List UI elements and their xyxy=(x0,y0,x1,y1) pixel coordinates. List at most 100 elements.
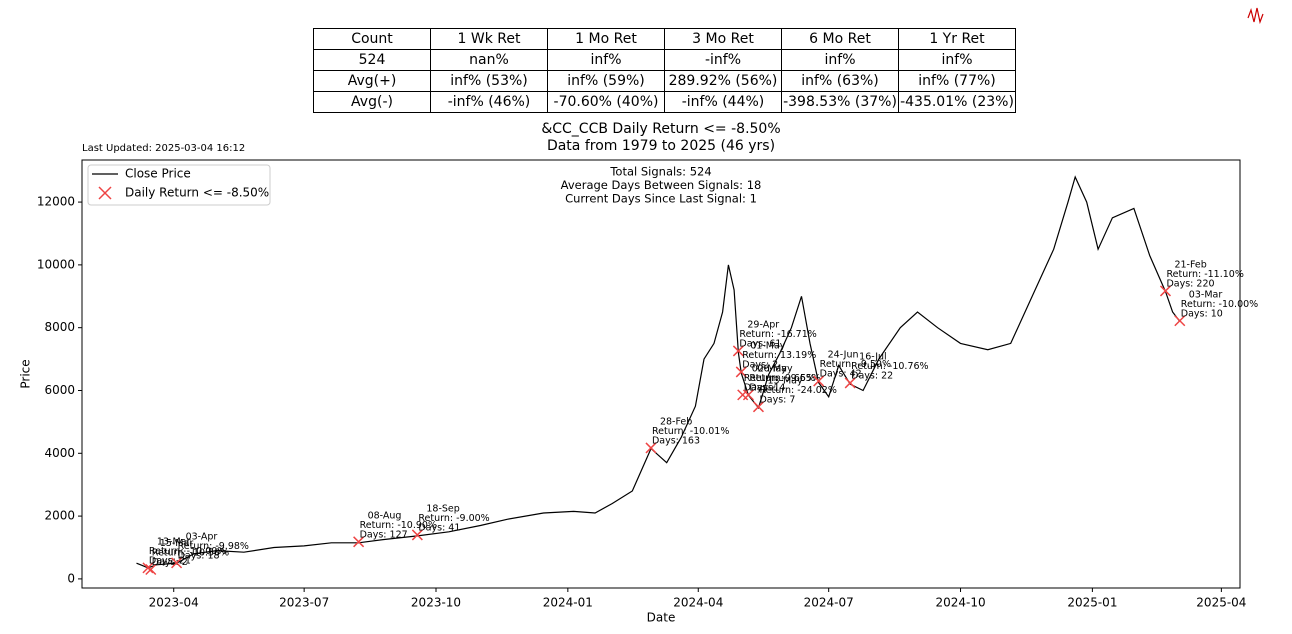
signal-annotation: Days: 41 xyxy=(418,522,460,533)
plot-frame xyxy=(81,159,1241,589)
signal-annotation: Return: -10.01% xyxy=(652,426,729,437)
legend-label: Daily Return <= -8.50% xyxy=(125,186,269,200)
signal-marker xyxy=(145,563,157,576)
signal-annotation: Return: -10.50% xyxy=(152,547,229,558)
signal-marker xyxy=(411,529,423,541)
stats-text: Total Signals: 524 xyxy=(609,165,711,179)
signal-annotation: 21-Feb xyxy=(1174,259,1206,270)
signal-marker xyxy=(1159,285,1172,297)
y-tick-label: 4000 xyxy=(44,446,75,460)
cell: -70.60% (40%) xyxy=(547,91,665,113)
signal-annotation: 08-Aug xyxy=(368,510,402,521)
signal-annotation: Days: 127 xyxy=(360,529,408,540)
signal-annotation: Return: -10.00% xyxy=(1181,299,1258,310)
y-tick-label: 0 xyxy=(67,571,75,585)
signal-marker xyxy=(171,557,183,569)
signal-annotation: 03-Apr xyxy=(186,531,218,542)
signal-marker xyxy=(142,562,154,574)
x-axis-label: Date xyxy=(647,611,676,625)
signal-annotation: Days: 4 xyxy=(749,382,785,393)
chart-title: &CC_CCB Daily Return <= -8.50% xyxy=(541,121,780,137)
signal-marker xyxy=(813,375,825,387)
signal-annotation: Days: 1 xyxy=(744,382,780,393)
signal-annotation: Return: 13.19% xyxy=(742,350,816,361)
signal-annotation: 02-May xyxy=(752,363,788,374)
x-tick-label: 2024-04 xyxy=(673,596,723,610)
signal-marker xyxy=(844,377,856,389)
x-tick-label: 2025-01 xyxy=(1067,596,1117,610)
stats-table: Count 1 Wk Ret 1 Mo Ret 3 Mo Ret 6 Mo Ret 1 Y… xyxy=(313,28,1016,113)
legend-label: Close Price xyxy=(125,167,191,181)
cell: inf% (77%) xyxy=(898,70,1016,92)
logo xyxy=(1247,7,1264,25)
legend-marker xyxy=(98,186,112,200)
signal-marker xyxy=(353,536,365,548)
x-tick-label: 2024-01 xyxy=(543,596,593,610)
y-tick-label: 2000 xyxy=(44,509,75,523)
cell: -inf% (44%) xyxy=(664,91,782,113)
signal-annotation: 06-May xyxy=(757,363,793,374)
signal-annotation: 18-Sep xyxy=(426,503,459,514)
cell: Avg(+) xyxy=(313,70,431,92)
signal-annotation: Days: 2 xyxy=(742,359,778,370)
signal-annotation: 16-Jul xyxy=(859,351,887,362)
row: Avg(-) -inf% (46%) -70.60% (40%) -inf% (44%… xyxy=(313,91,1016,113)
legend-box xyxy=(87,164,271,206)
signal-annotation: Days: 22 xyxy=(851,370,893,381)
signal-annotation: Return: -10.00% xyxy=(149,546,226,557)
signal-marker xyxy=(735,366,747,378)
signal-annotation: Days: 220 xyxy=(1166,278,1214,289)
cell: -inf% (46%) xyxy=(430,91,548,113)
signal-annotation: Days: 61 xyxy=(739,338,781,349)
cell: Avg(-) xyxy=(313,91,431,113)
signal-annotation: Days: 7 xyxy=(759,394,795,405)
signal-annotation: Return: -9.98% xyxy=(178,541,249,552)
signal-annotation: Days: 10 xyxy=(1181,308,1223,319)
signal-marker xyxy=(645,442,657,454)
y-tick-label: 12000 xyxy=(37,195,75,209)
y-axis-label: Price xyxy=(19,359,33,388)
y-tick-label: 6000 xyxy=(44,383,75,397)
signal-annotation: Days: 2 xyxy=(152,557,188,568)
cell: -435.01% (23%) xyxy=(898,91,1016,113)
signal-annotation: Return: -10.76% xyxy=(851,361,928,372)
x-tick-label: 2024-10 xyxy=(935,596,985,610)
signal-marker xyxy=(742,389,754,401)
cell: 289.92% (56%) xyxy=(664,70,782,92)
x-tick-label: 2023-07 xyxy=(279,596,329,610)
signal-annotation: Return: -10.90% xyxy=(360,520,437,531)
y-tick-label: 10000 xyxy=(37,257,75,271)
signal-annotation: 01-May xyxy=(750,340,786,351)
x-tick-label: 2023-10 xyxy=(411,596,461,610)
signal-marker xyxy=(1174,315,1186,327)
signal-annotation: 28-Feb xyxy=(660,416,692,427)
header-row: Count 1 Wk Ret 1 Mo Ret 3 Mo Ret 6 Mo Ret 1 Y… xyxy=(313,28,1016,50)
signal-annotation: 24-Jun xyxy=(828,350,859,361)
stats-text: Average Days Between Signals: 18 xyxy=(561,178,762,192)
signal-annotation: Return: -9.00% xyxy=(418,513,489,524)
signal-annotation: Return: -11.10% xyxy=(1166,269,1243,280)
row: Avg(+) inf% (53%) inf% (59%) 289.92% (56%) i… xyxy=(313,70,1016,92)
signal-annotation: 15-Mar xyxy=(160,538,194,549)
signal-annotation: Days: 42 xyxy=(820,369,862,380)
signal-annotation: 13-Mar xyxy=(157,536,191,547)
y-tick-label: 8000 xyxy=(44,320,75,334)
x-tick-label: 2023-04 xyxy=(149,596,199,610)
signal-annotation: Days: 18 xyxy=(178,550,220,561)
signal-annotation: Days: 21 xyxy=(149,555,191,566)
signal-marker xyxy=(752,401,764,413)
signal-annotation: 13-May xyxy=(767,375,803,386)
stats-text: Current Days Since Last Signal: 1 xyxy=(565,192,757,206)
signal-annotation: Return: -9.65% xyxy=(744,373,815,384)
signal-annotation: Return: -9.65% xyxy=(749,373,820,384)
signal-annotation: Return: -24.02% xyxy=(759,385,836,396)
updated: Last Updated: 2025-03-04 16:12 xyxy=(82,143,245,154)
chart-subtitle: Data from 1979 to 2025 (46 yrs) xyxy=(547,138,775,154)
cell: inf% (63%) xyxy=(781,70,899,92)
cell: inf% (53%) xyxy=(430,70,548,92)
x-tick-label: 2024-07 xyxy=(804,596,854,610)
signal-annotation: 29-Apr xyxy=(747,319,779,330)
cell: 6 Mo Ret xyxy=(781,28,899,50)
